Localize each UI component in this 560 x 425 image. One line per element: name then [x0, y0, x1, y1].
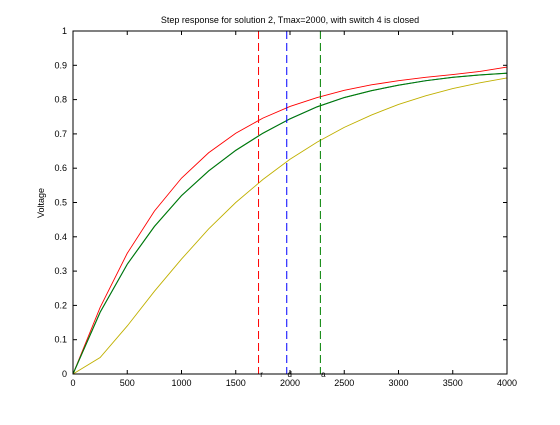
x-tick-label-0: 0 — [70, 378, 75, 388]
y-tick-label-5: 0.5 — [54, 198, 67, 208]
y-tick-label-3: 0.3 — [54, 266, 67, 276]
x-tick-label-1: 500 — [120, 378, 135, 388]
x-tick-label-8: 4000 — [497, 378, 517, 388]
vline-label-1: r — [260, 370, 263, 379]
y-tick-label-4: 0.4 — [54, 232, 67, 242]
vline-label-3: a — [321, 370, 326, 379]
chart-title: Step response for solution 2, Tmax=2000,… — [161, 15, 419, 25]
x-tick-label-5: 2500 — [334, 378, 354, 388]
x-tick-label-6: 3000 — [388, 378, 408, 388]
y-axis-label: Voltage — [36, 188, 46, 218]
y-tick-label-6: 0.6 — [54, 163, 67, 173]
y-tick-label-8: 0.8 — [54, 95, 67, 105]
y-tick-label-2: 0.2 — [54, 300, 67, 310]
y-tick-label-1: 0.1 — [54, 335, 67, 345]
plot-background — [73, 31, 507, 374]
x-tick-label-3: 1500 — [226, 378, 246, 388]
vline-label-2: d — [288, 370, 292, 379]
y-tick-label-9: 0.9 — [54, 60, 67, 70]
series-line-4 — [72, 77, 508, 375]
x-tick-label-4: 2000 — [280, 378, 300, 388]
y-tick-label-0: 0 — [62, 369, 67, 379]
plot-area: 0 500 1000 1500 2000 2500 3000 3500 4000 0 0.1 0.2 0… — [54, 26, 517, 388]
series-line-3 — [72, 72, 508, 375]
y-tick-label-7: 0.7 — [54, 129, 67, 139]
series-line-1 — [72, 66, 508, 375]
y-tick-label-10: 1 — [62, 26, 67, 36]
x-tick-label-2: 1000 — [171, 378, 191, 388]
x-tick-label-7: 3500 — [443, 378, 463, 388]
